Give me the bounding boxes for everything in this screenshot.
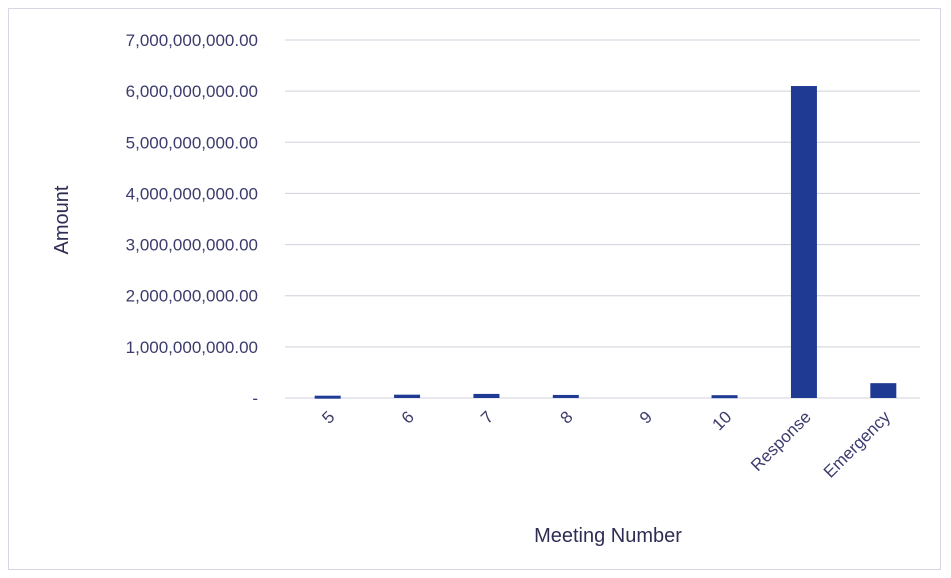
x-tick-label: 5	[318, 407, 338, 427]
y-tick-label: -	[252, 389, 258, 408]
bar	[711, 395, 738, 399]
x-tick-label: 10	[709, 407, 736, 434]
bar	[394, 394, 421, 398]
gridlines	[285, 39, 920, 399]
y-tick-label: 7,000,000,000.00	[126, 31, 258, 50]
x-tick-label: 7	[477, 407, 497, 427]
y-axis-title: Amount	[51, 185, 73, 254]
y-tick-label: 6,000,000,000.00	[126, 82, 258, 101]
x-tick-label: 8	[557, 407, 577, 427]
bar	[870, 383, 897, 398]
y-tick-label: 3,000,000,000.00	[126, 236, 258, 255]
chart-container	[8, 8, 941, 570]
y-tick-label: 4,000,000,000.00	[126, 184, 258, 203]
bar	[473, 393, 500, 398]
x-axis-ticks: 5 6 7 8 9 10 Response Emergency	[318, 407, 894, 482]
y-tick-label: 5,000,000,000.00	[126, 133, 258, 152]
y-axis-ticks: - 1,000,000,000.00 2,000,000,000.00 3,000,0…	[126, 31, 258, 408]
y-tick-label: 2,000,000,000.00	[126, 287, 258, 306]
x-tick-label: Response	[747, 407, 815, 475]
x-tick-label: 9	[636, 407, 656, 427]
bar	[552, 394, 579, 398]
bars	[314, 86, 897, 399]
x-axis-title: Meeting Number	[534, 525, 682, 547]
bar	[314, 395, 341, 399]
y-tick-label: 1,000,000,000.00	[126, 338, 258, 357]
bar	[790, 86, 817, 399]
x-tick-label: Emergency	[820, 407, 895, 482]
x-tick-label: 6	[398, 407, 418, 427]
